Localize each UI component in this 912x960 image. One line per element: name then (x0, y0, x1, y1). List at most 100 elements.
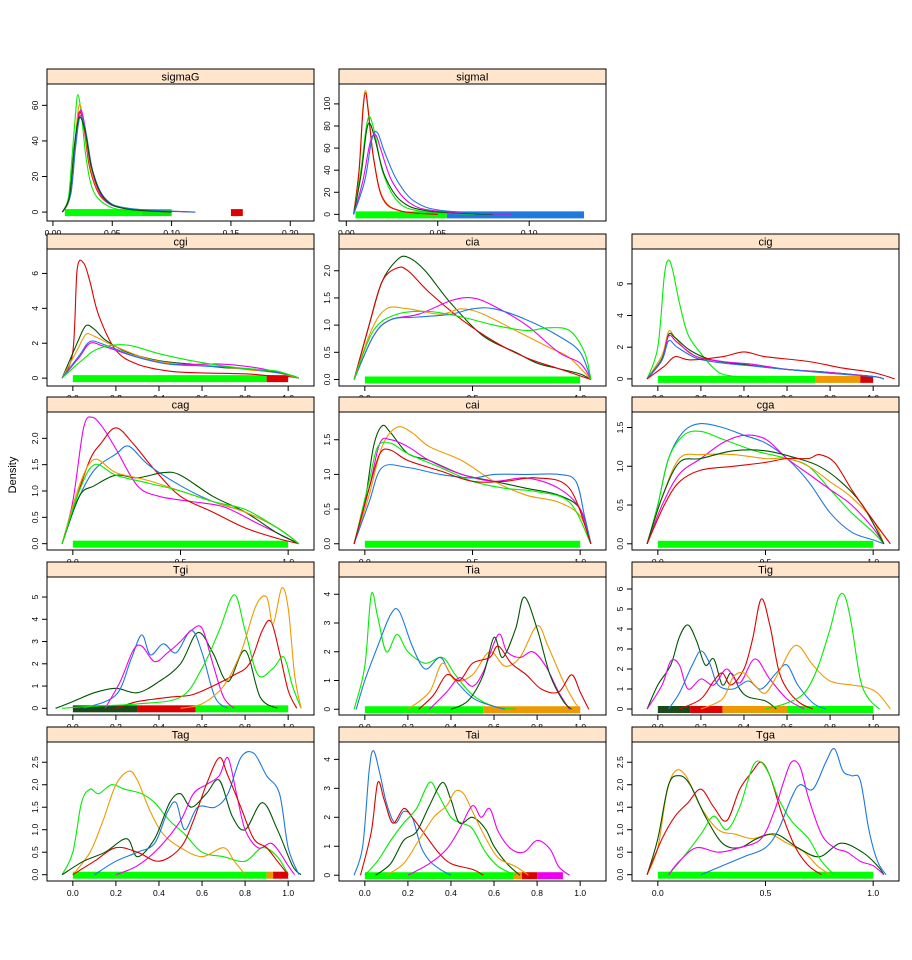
density-curve-blue (61, 115, 196, 213)
panel-sigmag: sigmaG 0.00 0.05 0.10 0.15 0.20 0 20 40 60 (30, 68, 315, 238)
density-curve-orange (353, 426, 592, 544)
density-curve-blue (83, 629, 229, 709)
rug-segment (522, 872, 538, 880)
strip-title-tag: Tag (172, 730, 190, 742)
plot-frame-tig (631, 576, 900, 716)
y-tick-label: 0.0 (322, 538, 332, 550)
y-tick-label: 2 (322, 649, 332, 654)
x-tick-label: 1.0 (282, 888, 294, 898)
rug-segment (364, 540, 581, 548)
rug-sigmag (64, 209, 243, 217)
density-curve-red (359, 780, 484, 876)
rug-segment (657, 540, 874, 548)
density-curve-blue (353, 307, 592, 380)
density-curve-green (765, 592, 880, 710)
x-tick-label: 0.10 (521, 228, 538, 238)
rug-cig (657, 375, 874, 383)
series-group-tga (646, 748, 887, 876)
rug-segment (195, 705, 289, 713)
plot-frame-cia (338, 248, 607, 387)
density-curve-orange (646, 330, 885, 380)
density-curve-red (61, 427, 300, 545)
y-tick-label: 20 (30, 172, 40, 182)
y-tick-label: 1 (322, 678, 332, 683)
y-tick-label: 1.0 (30, 485, 40, 497)
density-curve-darkgreen (450, 596, 572, 710)
panel-sigmai: sigmaI 0.00 0.05 0.10 0 20 40 60 80 100 (322, 68, 607, 238)
density-curve-darkgreen (353, 122, 493, 215)
rug-segment (690, 706, 723, 713)
y-tick-label: 0 (615, 706, 625, 711)
density-curve-orange (353, 306, 592, 380)
panel-tai: Tai 0.0 0.2 0.4 0.6 0.8 1.0 0 1 2 3 4 (322, 726, 607, 898)
rug-cia (364, 376, 581, 384)
rug-cag (72, 540, 289, 548)
plot-frame-tai (338, 741, 607, 882)
y-tick-label: 2.5 (30, 756, 40, 768)
y-tick-label: 0.0 (615, 538, 625, 550)
y-tick-label: 2.0 (30, 779, 40, 791)
density-curve-green (61, 344, 300, 379)
strip-title-cag: cag (172, 400, 190, 412)
density-curve-red (646, 351, 895, 380)
rug-cgi (72, 375, 289, 383)
y-tick-label: 1 (30, 683, 40, 688)
y-tick-label: 2.0 (30, 432, 40, 444)
density-curve-magenta (61, 342, 300, 379)
density-curve-blue (353, 464, 592, 544)
density-curve-darkgreen (55, 632, 278, 709)
y-tick-label: 60 (30, 100, 40, 110)
x-tick-label: 0.00 (338, 228, 355, 238)
rug-segment (513, 872, 523, 880)
series-group-cia (353, 255, 592, 381)
rug-tai (364, 872, 563, 880)
density-curve-red (646, 454, 891, 545)
panel-tga: Tga 0.0 0.5 1.0 0.0 0.5 1.0 1.5 2.0 2.5 (615, 726, 900, 898)
density-curve-blue (353, 750, 452, 876)
rug-segment (657, 706, 691, 713)
y-tick-label: 1 (615, 686, 625, 691)
plot-frame-cig (631, 248, 900, 387)
y-tick-label: 4 (322, 757, 332, 762)
y-tick-label: 100 (322, 97, 332, 111)
density-curve-red (72, 757, 289, 876)
y-tick-label: 0 (30, 376, 40, 381)
rug-segment (141, 209, 172, 217)
density-curve-magenta (61, 416, 300, 545)
x-tick-label: 0.0 (652, 888, 664, 898)
x-tick-label: 0.4 (445, 888, 457, 898)
x-tick-label: 1.0 (574, 888, 586, 898)
y-tick-label: 4 (30, 306, 40, 311)
density-curve-red (418, 645, 590, 710)
density-curve-orange (72, 770, 246, 876)
density-curve-blue (355, 608, 505, 710)
strip-title-tai: Tai (465, 730, 479, 742)
y-tick-label: 6 (615, 586, 625, 591)
density-curve-darkgreen (61, 471, 300, 545)
strip-title-cai: cai (465, 400, 479, 412)
rug-segment (64, 209, 142, 217)
density-curve-red (61, 259, 299, 379)
density-curve-green (61, 463, 300, 545)
strip-title-tig: Tig (758, 565, 773, 577)
y-tick-label: 0 (30, 706, 40, 711)
density-curve-magenta (668, 760, 885, 876)
x-tick-label: 0.00 (45, 228, 62, 238)
x-tick-label: 0.0 (67, 888, 79, 898)
rug-cai (364, 540, 581, 548)
y-tick-label: 0.0 (30, 869, 40, 881)
density-curve-darkgreen (646, 332, 885, 380)
density-curve-darkgreen (61, 116, 172, 213)
density-curve-red (353, 448, 592, 544)
x-tick-label: 0.2 (402, 888, 414, 898)
y-tick-label: 4 (615, 626, 625, 631)
rug-tag (72, 871, 289, 879)
y-tick-label: 0.5 (322, 346, 332, 358)
y-tick-label: 1.5 (615, 421, 625, 433)
density-curve-green (364, 781, 516, 876)
y-tick-label: 0 (322, 873, 332, 878)
density-curve-darkgreen (353, 255, 592, 380)
rug-segment (657, 375, 816, 383)
